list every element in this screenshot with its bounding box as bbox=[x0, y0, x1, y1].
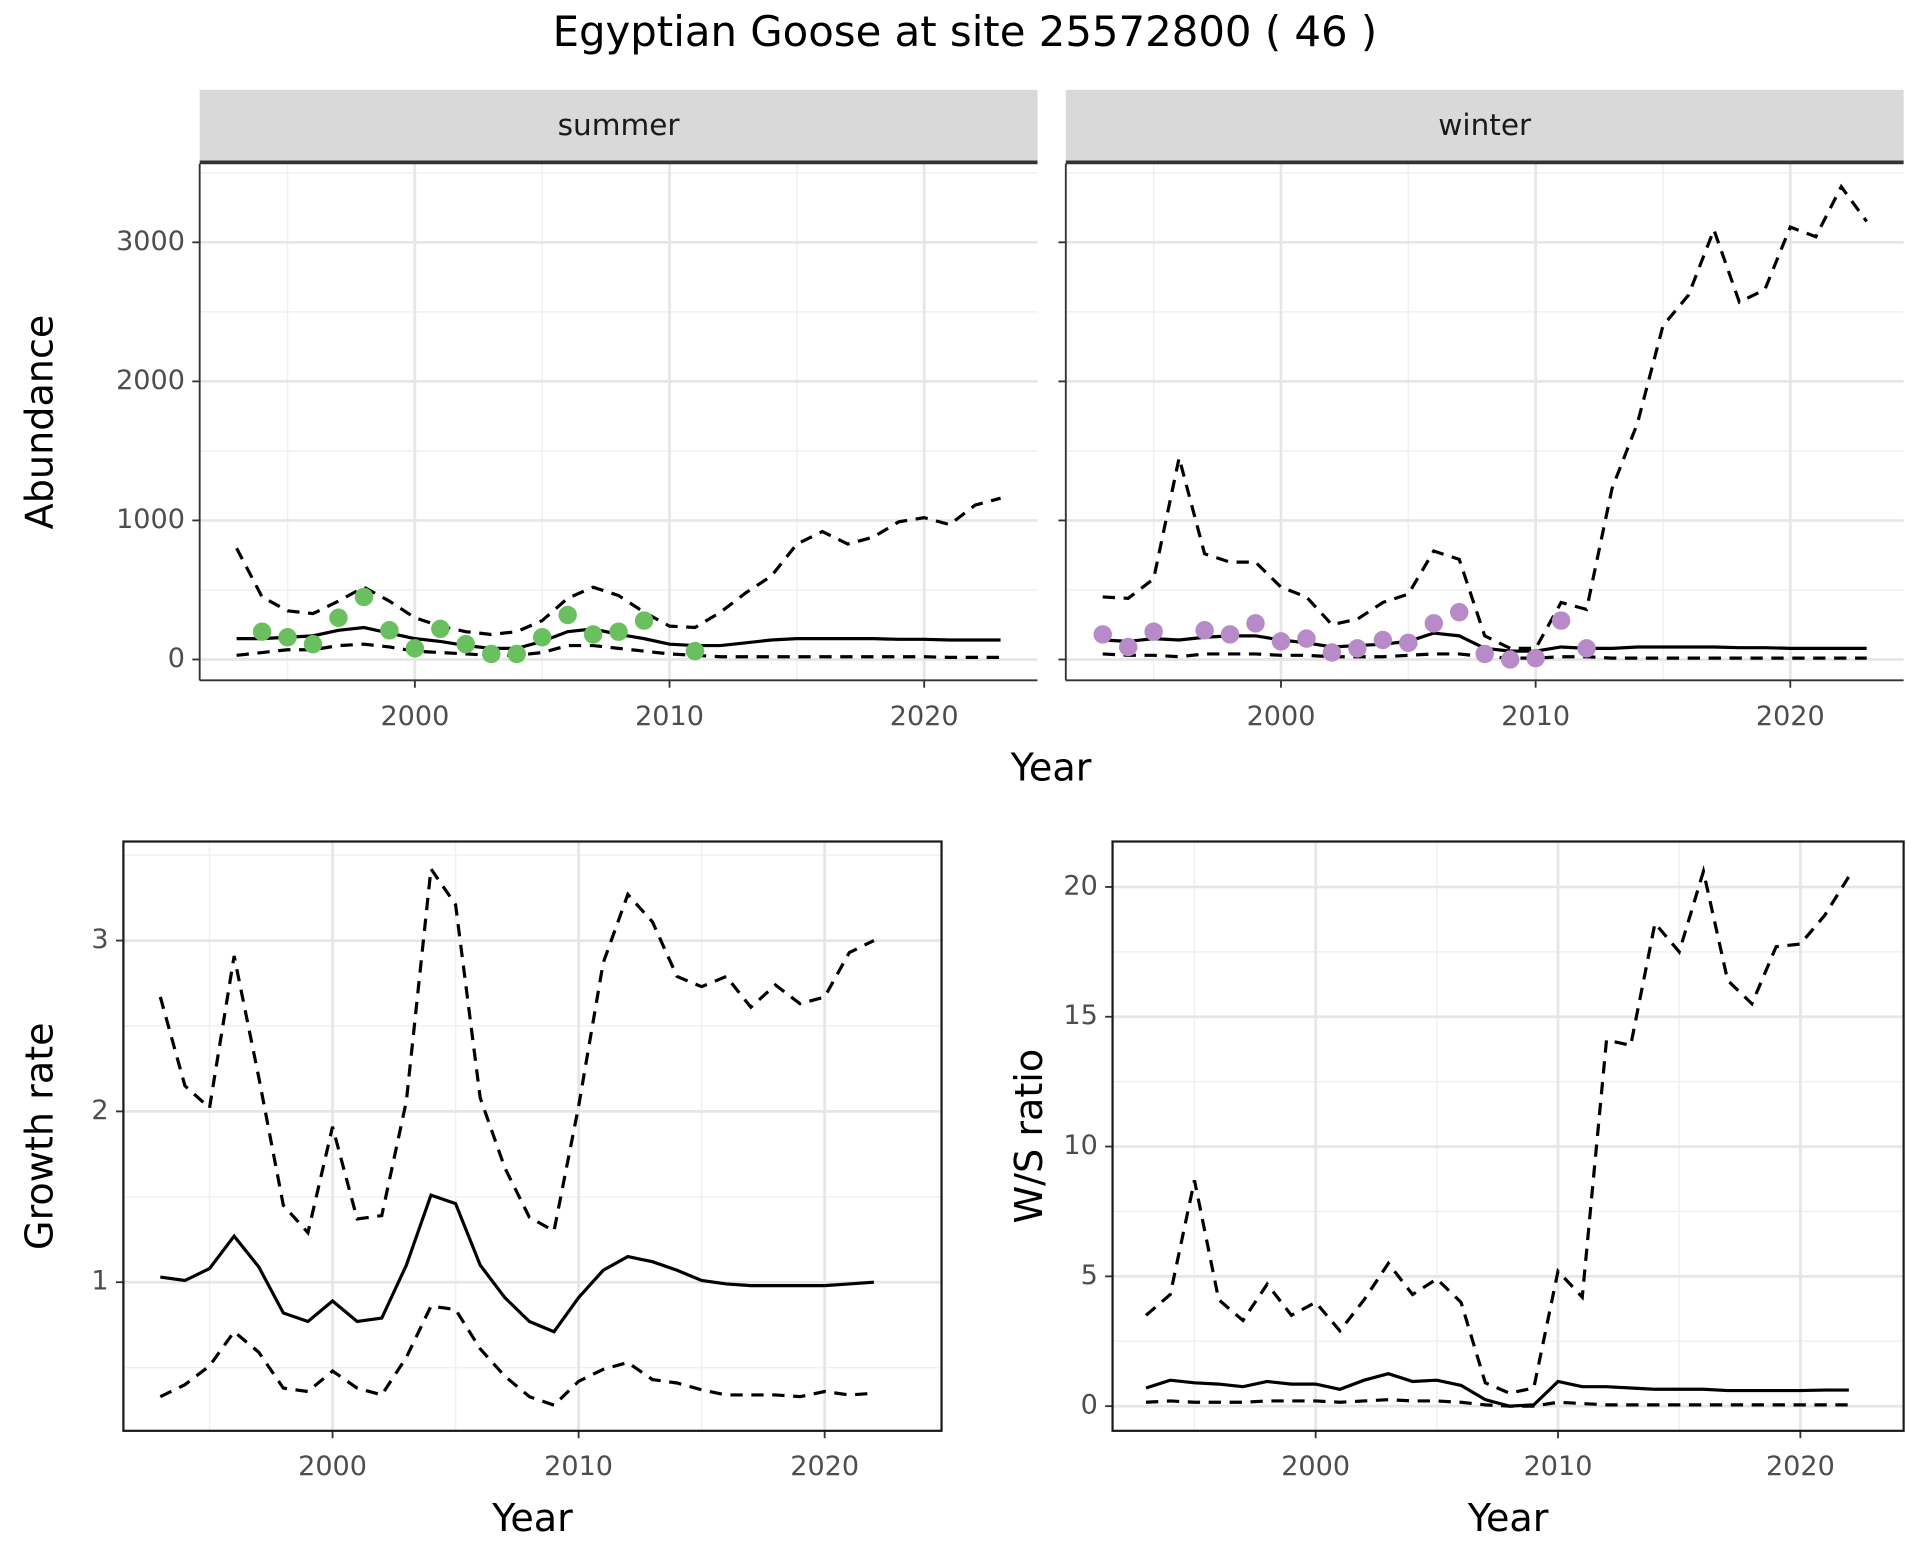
count-point bbox=[634, 611, 654, 630]
y-tick-label: 0 bbox=[1081, 1390, 1098, 1421]
x-tick-label: 2020 bbox=[1766, 1451, 1835, 1482]
count-point bbox=[1144, 622, 1163, 641]
x-tick-label: 2020 bbox=[1756, 701, 1825, 732]
interval-line bbox=[158, 864, 875, 1237]
y-tick-label: 20 bbox=[1063, 870, 1097, 901]
count-point bbox=[456, 634, 476, 654]
x-tick-label: 2020 bbox=[890, 701, 959, 732]
y-axis-title: W/S ratio bbox=[1007, 1049, 1051, 1224]
count-point bbox=[1220, 625, 1240, 644]
count-point bbox=[1271, 632, 1291, 651]
y-axis-title: Growth rate bbox=[18, 1022, 62, 1250]
y-axis-title: Abundance bbox=[18, 315, 62, 530]
count-point bbox=[1348, 639, 1367, 658]
count-point bbox=[380, 621, 399, 640]
count-point bbox=[1195, 621, 1214, 640]
interval-line bbox=[159, 1304, 874, 1408]
panel-background bbox=[1065, 163, 1904, 681]
interval-line bbox=[236, 642, 1001, 660]
count-point bbox=[1577, 639, 1596, 658]
estimate-line bbox=[160, 1193, 874, 1334]
x-tick-label: 2000 bbox=[380, 701, 449, 732]
count-point bbox=[609, 622, 628, 641]
facet-strip bbox=[199, 89, 1038, 162]
count-point bbox=[1500, 650, 1520, 669]
count-point bbox=[1475, 644, 1494, 664]
x-tick-label: 2020 bbox=[790, 1451, 859, 1482]
count-point bbox=[1246, 614, 1265, 633]
count-point bbox=[303, 634, 323, 654]
interval-line bbox=[235, 496, 1002, 637]
interval-line bbox=[1102, 183, 1868, 650]
x-axis-title: Year bbox=[1467, 1496, 1549, 1540]
count-point bbox=[405, 639, 425, 658]
y-tick-label: 1000 bbox=[116, 504, 185, 535]
y-tick-label: 5 bbox=[1081, 1260, 1098, 1291]
y-tick-label: 10 bbox=[1063, 1130, 1097, 1161]
panel-border bbox=[1111, 840, 1905, 1432]
count-point bbox=[1118, 637, 1138, 657]
count-point bbox=[1093, 625, 1112, 644]
count-point bbox=[685, 641, 705, 661]
x-tick-label: 2010 bbox=[1501, 701, 1570, 732]
panel-background bbox=[1112, 841, 1904, 1431]
count-point bbox=[583, 625, 603, 644]
figure-title: Egyptian Goose at site 25572800 ( 46 ) bbox=[553, 7, 1378, 56]
count-point bbox=[1424, 614, 1444, 633]
count-point bbox=[329, 608, 348, 628]
interval-line bbox=[1144, 865, 1851, 1395]
count-point bbox=[482, 644, 501, 664]
x-tick-label: 2000 bbox=[1247, 701, 1316, 732]
facet-strip bbox=[1065, 89, 1904, 162]
count-point bbox=[532, 628, 552, 647]
x-tick-label: 2000 bbox=[1281, 1451, 1350, 1482]
y-tick-label: 2 bbox=[91, 1095, 108, 1126]
y-tick-label: 15 bbox=[1063, 1000, 1097, 1031]
y-tick-label: 3000 bbox=[116, 226, 185, 257]
x-tick-label: 2000 bbox=[298, 1451, 367, 1482]
y-tick-label: 2000 bbox=[116, 365, 185, 396]
x-axis-title: Year bbox=[1010, 746, 1092, 790]
count-point bbox=[1551, 611, 1571, 630]
count-point bbox=[558, 605, 577, 625]
count-point bbox=[1373, 630, 1393, 650]
count-point bbox=[1399, 633, 1418, 653]
x-tick-label: 2010 bbox=[635, 701, 704, 732]
count-point bbox=[1297, 629, 1316, 648]
count-point bbox=[354, 587, 374, 607]
count-point bbox=[1526, 648, 1545, 668]
estimate-line bbox=[1145, 1372, 1849, 1408]
facet-label: winter bbox=[1438, 108, 1532, 142]
y-tick-label: 3 bbox=[91, 924, 108, 955]
y-tick-label: 1 bbox=[91, 1266, 108, 1297]
count-point bbox=[1450, 602, 1469, 622]
facet-label: summer bbox=[558, 108, 681, 142]
panel-border bbox=[122, 840, 943, 1432]
count-point bbox=[278, 628, 297, 647]
count-point bbox=[431, 619, 450, 639]
interval-line bbox=[1145, 1398, 1849, 1408]
count-point bbox=[252, 622, 272, 641]
x-tick-label: 2010 bbox=[544, 1451, 613, 1482]
x-axis-title: Year bbox=[491, 1496, 573, 1540]
count-point bbox=[1322, 643, 1342, 662]
x-tick-label: 2010 bbox=[1524, 1451, 1593, 1482]
y-tick-label: 0 bbox=[168, 643, 185, 674]
count-point bbox=[507, 644, 526, 664]
